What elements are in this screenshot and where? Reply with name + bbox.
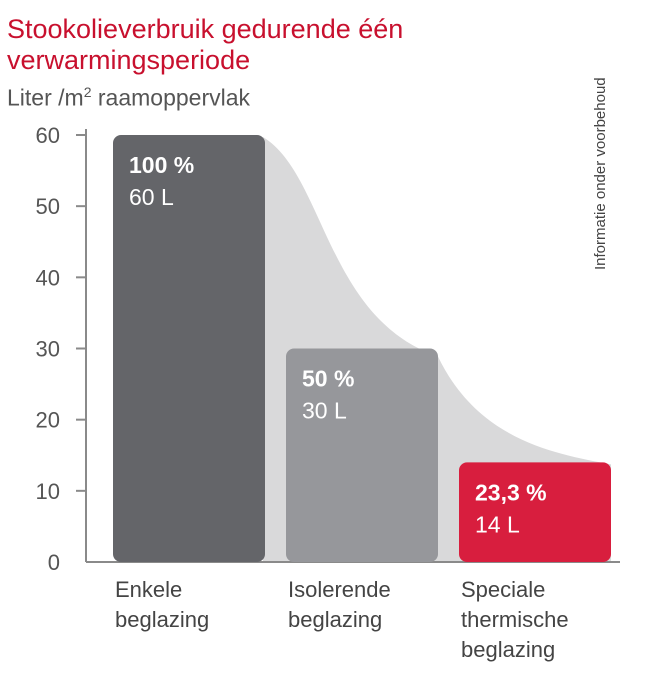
y-tick-label: 60 — [36, 123, 60, 148]
bar-value-label: 14 L — [475, 511, 520, 537]
y-tick-label: 10 — [36, 479, 60, 504]
y-tick-label: 0 — [48, 550, 60, 575]
x-category-label: beglazing — [288, 607, 382, 632]
bar-percent-label: 100 % — [129, 152, 194, 178]
x-category-label: beglazing — [115, 607, 209, 632]
y-tick-label: 40 — [36, 265, 60, 290]
y-axis-unit-label: Liter /m2 raamoppervlak — [7, 84, 250, 112]
chart-title-line-2: verwarmingsperiode — [7, 45, 251, 75]
bar — [459, 462, 611, 562]
x-category-label: beglazing — [461, 637, 555, 662]
y-tick-label: 20 — [36, 408, 60, 433]
chart-title: Stookolieverbruik gedurende één verwarmi… — [7, 14, 527, 76]
bar-percent-label: 50 % — [302, 366, 354, 392]
x-category-label: Isolerende — [288, 577, 391, 602]
bar-percent-label: 23,3 % — [475, 479, 547, 505]
bar — [113, 135, 265, 562]
y-tick-label: 50 — [36, 194, 60, 219]
x-category-label: thermische — [461, 607, 569, 632]
y-unit-suffix: raamoppervlak — [91, 84, 251, 111]
y-tick-label: 30 — [36, 337, 60, 362]
y-unit-prefix: Liter /m — [7, 84, 84, 111]
x-category-label: Enkele — [115, 577, 182, 602]
y-unit-superscript: 2 — [83, 84, 92, 100]
bar — [286, 348, 438, 562]
x-category-label: Speciale — [461, 577, 545, 602]
chart-title-line-1: Stookolieverbruik gedurende één — [7, 14, 404, 44]
bar-value-label: 60 L — [129, 184, 174, 210]
bar-value-label: 30 L — [302, 398, 347, 424]
